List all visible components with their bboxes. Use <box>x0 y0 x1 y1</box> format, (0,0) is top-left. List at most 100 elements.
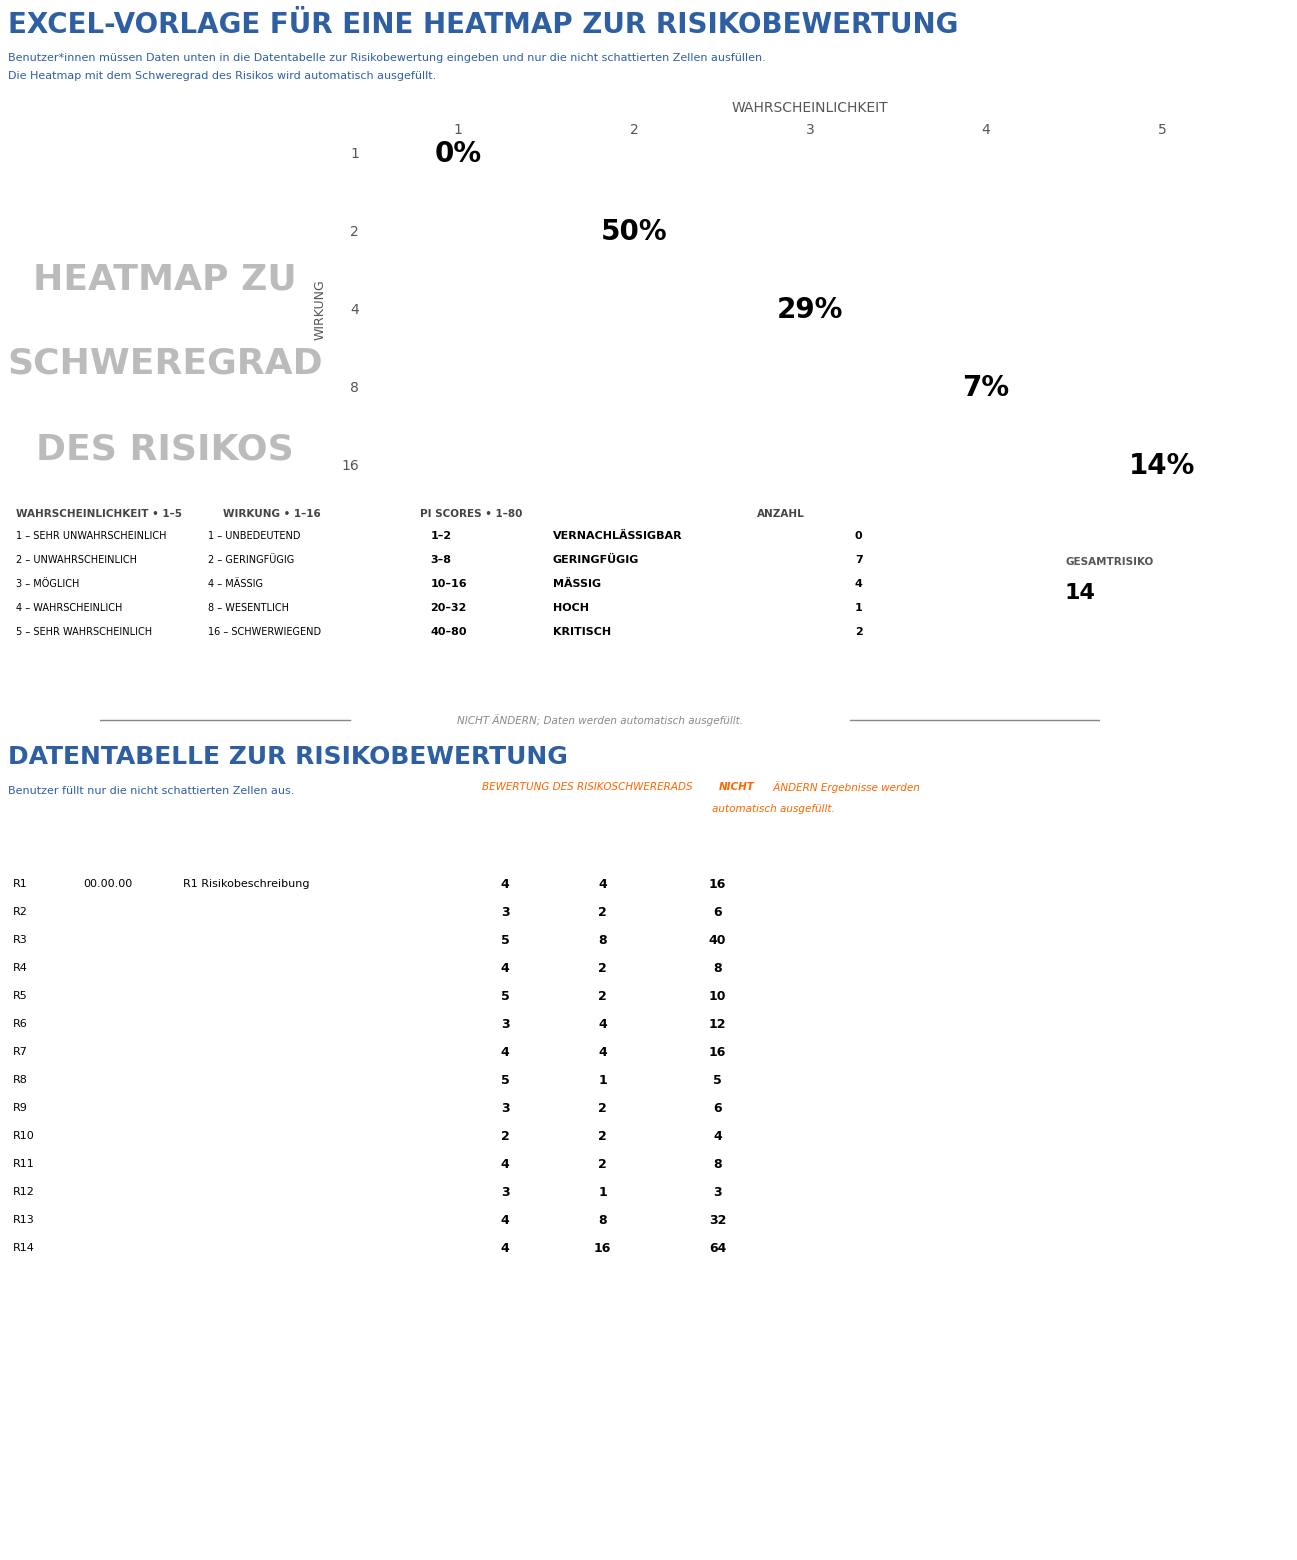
Text: Benutzer*innen müssen Daten unten in die Datentabelle zur Risikobewertung eingeb: Benutzer*innen müssen Daten unten in die… <box>8 53 765 64</box>
Text: BEWERTUNG DES
RISIKOSCHWEREGRADS
Wahrscheinlichkeit x
Auswirkungen: BEWERTUNG DES RISIKOSCHWEREGRADS Wahrsch… <box>658 822 777 863</box>
Text: 20–32: 20–32 <box>431 604 467 613</box>
Text: Benutzer füllt nur die nicht schattierten Zellen aus.: Benutzer füllt nur die nicht schattierte… <box>8 786 294 796</box>
Text: 2: 2 <box>598 1129 607 1142</box>
Text: 50%: 50% <box>601 218 668 246</box>
Text: 1: 1 <box>454 123 463 137</box>
Text: PI SCORES • 1–80: PI SCORES • 1–80 <box>420 509 523 519</box>
Text: GEMELDET
AM: GEMELDET AM <box>96 833 150 852</box>
Text: MÄSSIG: MÄSSIG <box>553 579 601 590</box>
Text: ÄNDERN Ergebnisse werden: ÄNDERN Ergebnisse werden <box>769 782 920 794</box>
Text: R8: R8 <box>13 1075 27 1086</box>
Text: 2: 2 <box>598 905 607 919</box>
Text: 10: 10 <box>708 989 726 1003</box>
Text: 8: 8 <box>350 381 359 395</box>
Text: 1 – SEHR UNWAHRSCHEINLICH: 1 – SEHR UNWAHRSCHEINLICH <box>16 530 166 541</box>
Text: 4: 4 <box>855 579 863 590</box>
Text: 4: 4 <box>501 877 510 891</box>
Text: 1: 1 <box>350 147 359 161</box>
Text: 1: 1 <box>598 1073 607 1086</box>
Text: 3: 3 <box>501 1101 510 1114</box>
Text: NICHT: NICHT <box>719 782 755 791</box>
Text: 12: 12 <box>708 1017 726 1031</box>
Text: 2: 2 <box>598 961 607 975</box>
Text: 4: 4 <box>501 1242 510 1254</box>
Text: 2: 2 <box>855 627 863 636</box>
Text: 14%: 14% <box>1128 452 1196 480</box>
Text: 14: 14 <box>1065 583 1096 604</box>
Text: R9: R9 <box>13 1103 27 1112</box>
Text: AUSWIRKUNGEN
1–16: AUSWIRKUNGEN 1–16 <box>560 833 645 852</box>
Text: NICHT ÄNDERN; Daten werden automatisch ausgefüllt.: NICHT ÄNDERN; Daten werden automatisch a… <box>457 714 743 725</box>
Text: 7%: 7% <box>962 374 1009 402</box>
Text: 4: 4 <box>501 1045 510 1059</box>
Text: 3: 3 <box>713 1186 722 1198</box>
Text: 16: 16 <box>709 877 726 891</box>
Text: 4: 4 <box>598 1045 607 1059</box>
Text: 10–16: 10–16 <box>431 579 467 590</box>
Text: VERNACHLÄSSIGBAR: VERNACHLÄSSIGBAR <box>553 530 682 541</box>
Text: 1: 1 <box>598 1186 607 1198</box>
Text: 4: 4 <box>598 1017 607 1031</box>
Text: R10: R10 <box>13 1131 34 1140</box>
Text: 40: 40 <box>708 933 726 947</box>
Text: R14: R14 <box>13 1243 34 1253</box>
Text: 3 – MÖGLICH: 3 – MÖGLICH <box>16 579 79 590</box>
Text: 16 – SCHWERWIEGEND: 16 – SCHWERWIEGEND <box>208 627 320 636</box>
Text: 00.00.00: 00.00.00 <box>83 878 132 889</box>
Text: 1 – UNBEDEUTEND: 1 – UNBEDEUTEND <box>208 530 300 541</box>
Text: 3: 3 <box>501 1186 510 1198</box>
Text: 6: 6 <box>713 1101 722 1114</box>
Text: 4: 4 <box>982 123 991 137</box>
Text: 7: 7 <box>855 555 863 565</box>
Text: 0: 0 <box>855 530 863 541</box>
Text: 4 – WAHRSCHEINLICH: 4 – WAHRSCHEINLICH <box>16 604 122 613</box>
Text: 6: 6 <box>713 905 722 919</box>
Text: 4: 4 <box>598 877 607 891</box>
Text: ANZAHL: ANZAHL <box>757 509 804 519</box>
Text: 0%: 0% <box>434 140 481 168</box>
Text: WIRKUNG • 1–16: WIRKUNG • 1–16 <box>223 509 320 519</box>
Text: DATENTABELLE ZUR RISIKOBEWERTUNG: DATENTABELLE ZUR RISIKOBEWERTUNG <box>8 746 568 769</box>
Text: SCHWEREGRAD: SCHWEREGRAD <box>8 346 323 381</box>
Text: EXCEL-VORLAGE FÜR EINE HEATMAP ZUR RISIKOBEWERTUNG: EXCEL-VORLAGE FÜR EINE HEATMAP ZUR RISIK… <box>8 11 958 39</box>
Text: R4: R4 <box>13 963 27 973</box>
Text: 4: 4 <box>501 1158 510 1170</box>
Text: R7: R7 <box>13 1047 27 1058</box>
Text: 32: 32 <box>709 1214 726 1226</box>
Text: 64: 64 <box>709 1242 726 1254</box>
Text: 16: 16 <box>341 459 359 473</box>
Text: 5: 5 <box>713 1073 722 1086</box>
Text: 4: 4 <box>501 961 510 975</box>
Text: 3: 3 <box>805 123 815 137</box>
Text: R6: R6 <box>13 1019 27 1030</box>
Text: R5: R5 <box>13 991 27 1002</box>
Text: R13: R13 <box>13 1215 34 1225</box>
Text: 3: 3 <box>501 905 510 919</box>
Text: 16: 16 <box>709 1045 726 1059</box>
Text: R2: R2 <box>13 906 27 917</box>
Text: 2: 2 <box>598 989 607 1003</box>
Text: HEATMAP ZU: HEATMAP ZU <box>34 262 297 296</box>
Text: 5: 5 <box>501 1073 510 1086</box>
Text: DES RISIKOS: DES RISIKOS <box>36 432 294 466</box>
Text: KRITISCH: KRITISCH <box>553 627 611 636</box>
Text: 5: 5 <box>501 933 510 947</box>
Text: 2: 2 <box>629 123 638 137</box>
Text: 1: 1 <box>855 604 863 613</box>
Text: WIRKUNG: WIRKUNG <box>314 279 327 340</box>
Text: R3: R3 <box>13 934 27 945</box>
Text: 5: 5 <box>1158 123 1166 137</box>
Text: 8: 8 <box>713 961 722 975</box>
Text: 2: 2 <box>598 1158 607 1170</box>
Text: 8: 8 <box>713 1158 722 1170</box>
Text: ANMERKUNGEN: ANMERKUNGEN <box>995 838 1075 847</box>
Text: R11: R11 <box>13 1159 34 1168</box>
Text: Die Heatmap mit dem Schweregrad des Risikos wird automatisch ausgefüllt.: Die Heatmap mit dem Schweregrad des Risi… <box>8 70 436 81</box>
Text: 29%: 29% <box>777 296 843 324</box>
Text: 4: 4 <box>501 1214 510 1226</box>
Text: 2: 2 <box>350 225 359 239</box>
Text: 3–8: 3–8 <box>431 555 451 565</box>
Text: RISIKOBESCHREIBUNG: RISIKOBESCHREIBUNG <box>252 838 366 847</box>
Text: 8: 8 <box>598 933 607 947</box>
Text: WAHRSCHEINLICHKEIT • 1–5: WAHRSCHEINLICHKEIT • 1–5 <box>16 509 182 519</box>
